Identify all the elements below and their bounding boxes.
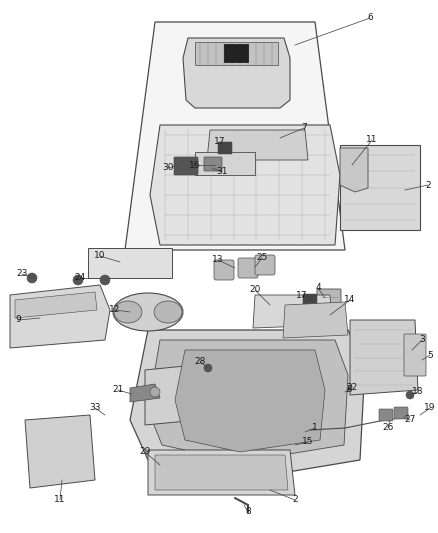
Polygon shape bbox=[195, 42, 278, 65]
Circle shape bbox=[27, 273, 37, 283]
Polygon shape bbox=[25, 415, 95, 488]
Polygon shape bbox=[125, 22, 345, 250]
Text: 17: 17 bbox=[296, 292, 308, 301]
Text: 25: 25 bbox=[256, 254, 268, 262]
Text: 16: 16 bbox=[189, 160, 201, 169]
FancyBboxPatch shape bbox=[404, 334, 426, 376]
Polygon shape bbox=[350, 320, 418, 395]
Text: 1: 1 bbox=[312, 424, 318, 432]
Text: 17: 17 bbox=[214, 138, 226, 147]
Text: 10: 10 bbox=[94, 252, 106, 261]
FancyBboxPatch shape bbox=[303, 294, 317, 306]
Text: 4: 4 bbox=[315, 284, 321, 293]
Text: 20: 20 bbox=[249, 286, 261, 295]
Text: 14: 14 bbox=[344, 295, 356, 304]
Text: 7: 7 bbox=[301, 124, 307, 133]
FancyBboxPatch shape bbox=[394, 407, 408, 419]
Polygon shape bbox=[145, 365, 198, 425]
Text: 29: 29 bbox=[139, 448, 151, 456]
Polygon shape bbox=[253, 295, 332, 328]
Polygon shape bbox=[15, 292, 97, 318]
Text: 3: 3 bbox=[419, 335, 425, 344]
Ellipse shape bbox=[154, 301, 182, 323]
Text: 24: 24 bbox=[74, 273, 85, 282]
Text: 21: 21 bbox=[112, 385, 124, 394]
Text: 15: 15 bbox=[302, 438, 314, 447]
Polygon shape bbox=[183, 38, 290, 108]
Polygon shape bbox=[175, 350, 325, 452]
Text: 26: 26 bbox=[382, 424, 394, 432]
Text: B: B bbox=[347, 385, 353, 394]
Text: 12: 12 bbox=[110, 305, 121, 314]
Text: 6: 6 bbox=[367, 13, 373, 22]
Circle shape bbox=[204, 364, 212, 372]
Circle shape bbox=[150, 387, 160, 397]
Polygon shape bbox=[340, 148, 368, 192]
Text: 8: 8 bbox=[245, 507, 251, 516]
FancyBboxPatch shape bbox=[379, 409, 393, 421]
Polygon shape bbox=[130, 384, 160, 402]
Text: 11: 11 bbox=[54, 496, 66, 505]
Polygon shape bbox=[150, 125, 340, 245]
Circle shape bbox=[100, 275, 110, 285]
Circle shape bbox=[406, 391, 414, 399]
Ellipse shape bbox=[114, 301, 142, 323]
Text: 18: 18 bbox=[412, 387, 424, 397]
FancyBboxPatch shape bbox=[255, 255, 275, 275]
Polygon shape bbox=[130, 330, 365, 480]
Polygon shape bbox=[148, 450, 295, 495]
Polygon shape bbox=[155, 455, 288, 490]
Polygon shape bbox=[10, 285, 110, 348]
Text: 2: 2 bbox=[425, 181, 431, 190]
Text: 27: 27 bbox=[404, 416, 416, 424]
Text: 9: 9 bbox=[15, 316, 21, 325]
FancyBboxPatch shape bbox=[317, 289, 341, 319]
FancyBboxPatch shape bbox=[174, 157, 198, 175]
Polygon shape bbox=[148, 340, 348, 462]
Text: 30: 30 bbox=[162, 164, 174, 173]
Text: 22: 22 bbox=[346, 384, 357, 392]
Polygon shape bbox=[224, 44, 248, 62]
Ellipse shape bbox=[113, 293, 183, 331]
Polygon shape bbox=[283, 302, 348, 338]
Polygon shape bbox=[195, 152, 255, 175]
Text: 19: 19 bbox=[424, 403, 436, 413]
FancyBboxPatch shape bbox=[238, 258, 258, 278]
FancyBboxPatch shape bbox=[214, 260, 234, 280]
Text: 11: 11 bbox=[366, 135, 378, 144]
Text: 2: 2 bbox=[292, 496, 298, 505]
Polygon shape bbox=[207, 130, 308, 160]
Text: 28: 28 bbox=[194, 358, 206, 367]
Text: 23: 23 bbox=[16, 270, 28, 279]
FancyBboxPatch shape bbox=[204, 157, 222, 171]
Circle shape bbox=[73, 275, 83, 285]
FancyBboxPatch shape bbox=[218, 142, 232, 154]
Text: 33: 33 bbox=[89, 403, 101, 413]
Polygon shape bbox=[340, 145, 420, 230]
Text: 31: 31 bbox=[216, 167, 228, 176]
Text: 5: 5 bbox=[427, 351, 433, 359]
Polygon shape bbox=[88, 248, 172, 278]
Text: 13: 13 bbox=[212, 255, 224, 264]
